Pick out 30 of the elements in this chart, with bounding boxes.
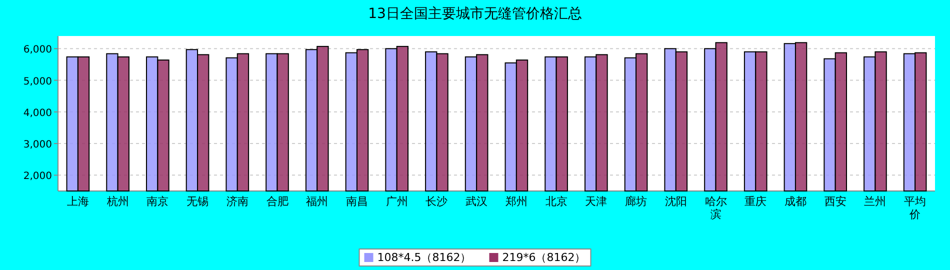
x-tick-label: 北京: [545, 195, 568, 208]
x-tick-label: 哈尔滨: [704, 195, 727, 221]
x-tick-label: 廊坊: [625, 195, 648, 208]
x-tick-label: 杭州: [106, 195, 129, 208]
x-tick-label: 武汉: [466, 195, 488, 208]
x-tick-label: 沈阳: [664, 195, 687, 208]
x-tick-label: 兰州: [864, 195, 886, 208]
x-tick-label: 南昌: [346, 195, 368, 208]
y-tick-label: 3,000: [23, 140, 52, 151]
x-tick-label: 福州: [306, 195, 328, 208]
x-tick-label: 郑州: [505, 195, 528, 208]
y-tick-label: 5,000: [23, 76, 52, 88]
x-tick-label: 平均价: [904, 195, 926, 221]
x-tick-label: 广州: [386, 195, 408, 208]
x-tick-label: 合肥: [266, 195, 288, 208]
x-tick-label: 上海: [66, 195, 89, 208]
y-tick-label: 6,000: [23, 44, 52, 56]
legend-label: 219*6（8162）: [502, 251, 586, 264]
y-tick-label: 2,000: [23, 171, 52, 182]
x-tick-label: 西安: [824, 195, 846, 208]
x-tick-label: 成都: [784, 195, 806, 208]
x-tick-label: 重庆: [744, 195, 767, 208]
x-tick-label: 南京: [146, 195, 169, 208]
y-tick-label: 4,000: [23, 108, 52, 119]
x-tick-label: 济南: [226, 195, 248, 208]
x-tick-label: 长沙: [426, 195, 448, 208]
x-tick-label: 天津: [585, 195, 608, 208]
chart-title: 13日全国主要城市无缝管价格汇总: [368, 6, 582, 22]
x-tick-label: 无锡: [186, 195, 209, 208]
legend-label: 108*4.5（8162）: [377, 251, 472, 264]
